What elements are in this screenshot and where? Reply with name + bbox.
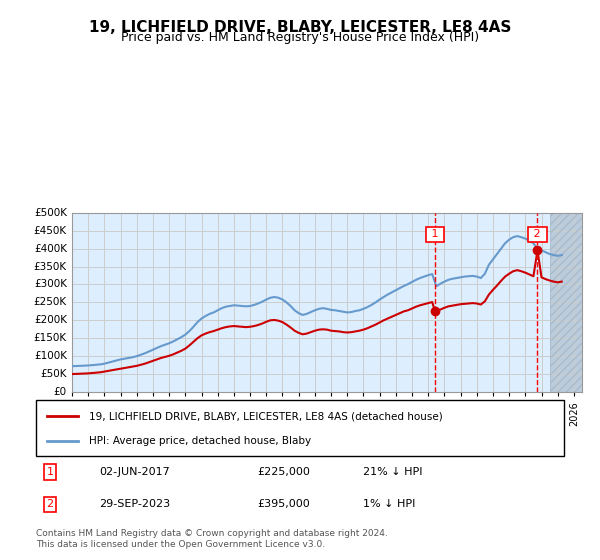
Text: £0: £0 <box>54 387 67 397</box>
Text: £50K: £50K <box>40 369 67 379</box>
Text: 1: 1 <box>428 229 442 239</box>
Bar <box>550 213 582 392</box>
Text: £225,000: £225,000 <box>258 467 311 477</box>
Text: 1% ↓ HPI: 1% ↓ HPI <box>364 500 416 509</box>
Text: 02-JUN-2017: 02-JUN-2017 <box>100 467 170 477</box>
Text: £200K: £200K <box>34 315 67 325</box>
Text: Contains HM Land Registry data © Crown copyright and database right 2024.
This d: Contains HM Land Registry data © Crown c… <box>36 529 388 549</box>
Text: £450K: £450K <box>34 226 67 236</box>
Text: £500K: £500K <box>34 208 67 218</box>
Text: £300K: £300K <box>34 279 67 290</box>
Bar <box>550 213 582 392</box>
Text: 29-SEP-2023: 29-SEP-2023 <box>100 500 170 509</box>
Text: 2: 2 <box>530 229 545 239</box>
Text: £250K: £250K <box>34 297 67 307</box>
Text: £395,000: £395,000 <box>258 500 311 509</box>
FancyBboxPatch shape <box>36 400 564 456</box>
Text: HPI: Average price, detached house, Blaby: HPI: Average price, detached house, Blab… <box>89 436 311 446</box>
Text: 2: 2 <box>47 500 53 509</box>
Text: £150K: £150K <box>34 333 67 343</box>
Text: £100K: £100K <box>34 351 67 361</box>
Text: 1: 1 <box>47 467 53 477</box>
Text: 19, LICHFIELD DRIVE, BLABY, LEICESTER, LE8 4AS (detached house): 19, LICHFIELD DRIVE, BLABY, LEICESTER, L… <box>89 411 443 421</box>
Text: Price paid vs. HM Land Registry's House Price Index (HPI): Price paid vs. HM Land Registry's House … <box>121 31 479 44</box>
Text: 19, LICHFIELD DRIVE, BLABY, LEICESTER, LE8 4AS: 19, LICHFIELD DRIVE, BLABY, LEICESTER, L… <box>89 20 511 35</box>
Text: £400K: £400K <box>34 244 67 254</box>
Text: 21% ↓ HPI: 21% ↓ HPI <box>364 467 423 477</box>
Text: £350K: £350K <box>34 262 67 272</box>
